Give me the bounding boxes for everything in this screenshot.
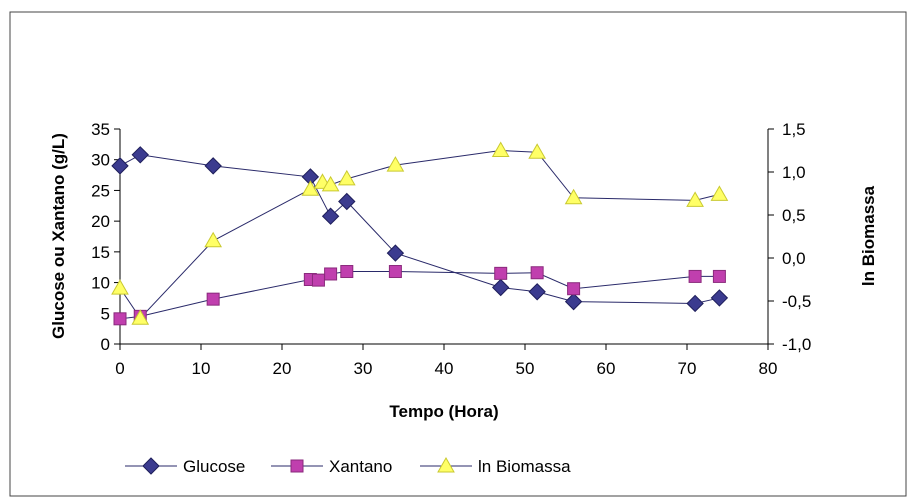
data-point	[204, 231, 223, 248]
x-tick-label: 10	[192, 359, 211, 378]
y2-tick-label: -0,5	[782, 292, 811, 311]
data-point	[311, 273, 325, 287]
y-axis-title: Glucose ou Xantano (g/L)	[49, 133, 68, 339]
data-point	[386, 156, 405, 172]
data-point	[131, 309, 150, 325]
data-point	[528, 283, 546, 301]
data-point	[386, 244, 405, 262]
x-tick-label: 30	[354, 359, 373, 378]
data-point	[131, 146, 149, 164]
data-point	[530, 266, 544, 280]
data-point	[321, 207, 340, 225]
data-point	[111, 279, 129, 295]
data-point	[321, 175, 340, 192]
data-point	[324, 267, 338, 281]
data-point	[686, 191, 704, 207]
data-point	[494, 266, 508, 280]
data-point	[686, 294, 704, 313]
data-point	[204, 157, 222, 175]
legend-marker	[290, 459, 304, 473]
x-tick-label: 50	[516, 359, 535, 378]
data-point	[388, 265, 402, 279]
y2-axis-title: ln Biomassa	[859, 185, 878, 286]
x-tick-label: 0	[115, 359, 124, 378]
data-point	[206, 292, 220, 306]
series-layer	[111, 141, 729, 326]
y-tick-label: 35	[91, 120, 110, 139]
data-point	[564, 188, 583, 205]
y-tick-label: 25	[91, 181, 110, 200]
x-tick-label: 60	[597, 359, 616, 378]
y2-tick-label: -1,0	[782, 335, 811, 354]
data-point	[340, 265, 354, 279]
series-line	[119, 154, 720, 304]
data-point	[710, 289, 729, 307]
legend-label: ln Biomassa	[478, 457, 571, 476]
y-tick-label: 5	[101, 304, 110, 323]
y2-tick-label: 1,0	[782, 163, 806, 182]
data-point	[113, 312, 127, 326]
axis-ticks: 0 10 20 30 40 50 60 70 80 0 5 10 15 20 25 30 35 -1,0 -0,5 0…	[91, 120, 811, 378]
data-point	[564, 292, 583, 311]
data-point	[337, 169, 356, 186]
legend-marker	[142, 457, 160, 475]
y-tick-label: 0	[101, 335, 110, 354]
legend-marker	[437, 456, 455, 473]
x-tick-label: 70	[678, 359, 697, 378]
x-tick-label: 40	[435, 359, 454, 378]
y2-tick-label: 0,5	[782, 206, 806, 225]
x-axis-title: Tempo (Hora)	[389, 402, 498, 421]
x-tick-label: 20	[273, 359, 292, 378]
y-tick-label: 30	[91, 151, 110, 170]
y-tick-label: 20	[91, 212, 110, 231]
y2-tick-label: 1,5	[782, 120, 806, 139]
y2-tick-label: 0,0	[782, 249, 806, 268]
data-point	[710, 185, 729, 201]
data-point	[567, 282, 581, 296]
x-tick-label: 80	[759, 359, 778, 378]
chart-border	[9, 11, 907, 497]
y-tick-label: 10	[91, 274, 110, 293]
data-point	[338, 192, 356, 211]
data-point	[712, 269, 726, 283]
data-point	[491, 141, 510, 157]
data-point	[111, 157, 129, 175]
data-point	[528, 143, 547, 159]
legend-label: Xantano	[329, 457, 392, 476]
legend-label: Glucose	[183, 457, 245, 476]
data-point	[491, 278, 510, 297]
data-point	[688, 269, 702, 283]
legend: Glucose Xantano ln Biomassa	[125, 456, 571, 476]
y-tick-label: 15	[91, 243, 110, 262]
